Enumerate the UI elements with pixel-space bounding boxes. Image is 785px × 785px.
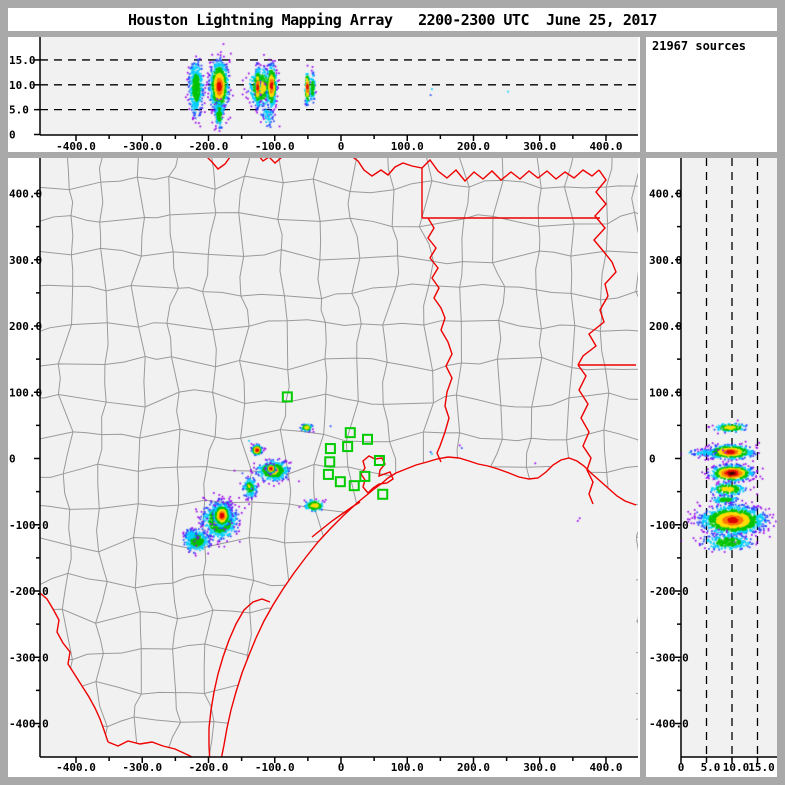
tick-label: -200.0 <box>649 585 689 598</box>
ns-panel <box>646 158 777 777</box>
tick-label: 200.0 <box>457 140 490 153</box>
station-square <box>362 433 373 445</box>
tick-label: 200.0 <box>649 320 682 333</box>
mississippi <box>577 169 617 366</box>
tick-label: 0 <box>649 453 656 466</box>
galveston-bay <box>360 455 394 494</box>
tick-label: 0 <box>678 761 685 774</box>
tick-label: -200.0 <box>189 140 229 153</box>
station-square <box>324 456 336 468</box>
coastline <box>107 456 637 757</box>
axes <box>34 37 777 763</box>
station-square <box>322 468 334 480</box>
tick-label: -300.0 <box>9 651 49 664</box>
tick-label: -300.0 <box>649 651 689 664</box>
tick-label: 5.0 <box>701 761 721 774</box>
station-square <box>324 443 336 455</box>
top-plot-area <box>40 37 638 135</box>
src-panel <box>646 37 777 152</box>
rio-grande <box>40 592 109 743</box>
station-square <box>281 391 293 403</box>
tick-label: 200.0 <box>457 761 490 774</box>
tick-label: 200.0 <box>9 320 42 333</box>
tick-labels: 05.010.015.0-400.0 -300.0 -200.0 -100.0 0 100… <box>9 54 775 774</box>
tick-label: -400.0 <box>649 718 689 731</box>
tick-label: -200.0 <box>9 585 49 598</box>
tick-label: 100.0 <box>391 761 424 774</box>
tick-label: 0 <box>9 453 16 466</box>
tick-label: -400.0 <box>56 140 96 153</box>
tick-label: 400.0 <box>649 188 682 201</box>
tick-label: 300.0 <box>523 140 556 153</box>
tick-label: 15.0 <box>748 761 775 774</box>
tick-label: -300.0 <box>122 761 162 774</box>
state-boundaries <box>40 158 637 757</box>
tick-label: 300.0 <box>523 761 556 774</box>
matagorda-inner <box>311 501 361 538</box>
tick-label: -100.0 <box>9 519 49 532</box>
tick-label: 300.0 <box>649 254 682 267</box>
station-square <box>342 441 354 453</box>
tick-label: 300.0 <box>9 254 42 267</box>
station-square <box>373 454 385 466</box>
source-count-label: 21967 sources <box>652 39 746 53</box>
tick-label: 10.0 <box>723 761 750 774</box>
map-panel <box>8 158 640 777</box>
tick-label: -100.0 <box>255 140 295 153</box>
station-square <box>344 427 356 439</box>
la-ms-lower <box>577 364 594 505</box>
altitude-gridlines <box>40 59 759 757</box>
tick-label: 10.0 <box>9 79 36 92</box>
tx-la-sabine <box>427 217 453 463</box>
tick-label: 400.0 <box>589 761 622 774</box>
county-boundaries <box>40 158 638 757</box>
station-square <box>359 470 371 482</box>
tick-label: 100.0 <box>391 140 424 153</box>
lagoon-inner <box>208 598 271 757</box>
tick-label: 100.0 <box>649 386 682 399</box>
station-square <box>348 480 360 492</box>
tick-label: 400.0 <box>589 140 622 153</box>
tick-label: -200.0 <box>189 761 229 774</box>
tick-label: -400.0 <box>9 718 49 731</box>
tick-label: 400.0 <box>9 188 42 201</box>
tick-label: 0 <box>9 129 16 142</box>
ns-plot-area <box>681 158 777 757</box>
tick-label: -300.0 <box>122 140 162 153</box>
station-square <box>377 488 389 500</box>
station-square <box>334 476 346 488</box>
red-river <box>207 158 600 183</box>
window-title: Houston Lightning Mapping Array 2200-230… <box>128 10 657 29</box>
station-markers <box>281 391 389 500</box>
tick-label: -100.0 <box>255 761 295 774</box>
tick-label: 5.0 <box>9 104 29 117</box>
tick-label: 0 <box>338 140 345 153</box>
map-plot-area <box>40 158 638 757</box>
tick-label: 100.0 <box>9 386 42 399</box>
gulf-water-mask <box>40 457 636 757</box>
top-panel <box>8 37 640 152</box>
tick-label: 0 <box>338 761 345 774</box>
tick-label: -400.0 <box>56 761 96 774</box>
title-bar: Houston Lightning Mapping Array 2200-230… <box>8 8 777 31</box>
tick-label: -100.0 <box>649 519 689 532</box>
tick-label: 15.0 <box>9 54 36 67</box>
